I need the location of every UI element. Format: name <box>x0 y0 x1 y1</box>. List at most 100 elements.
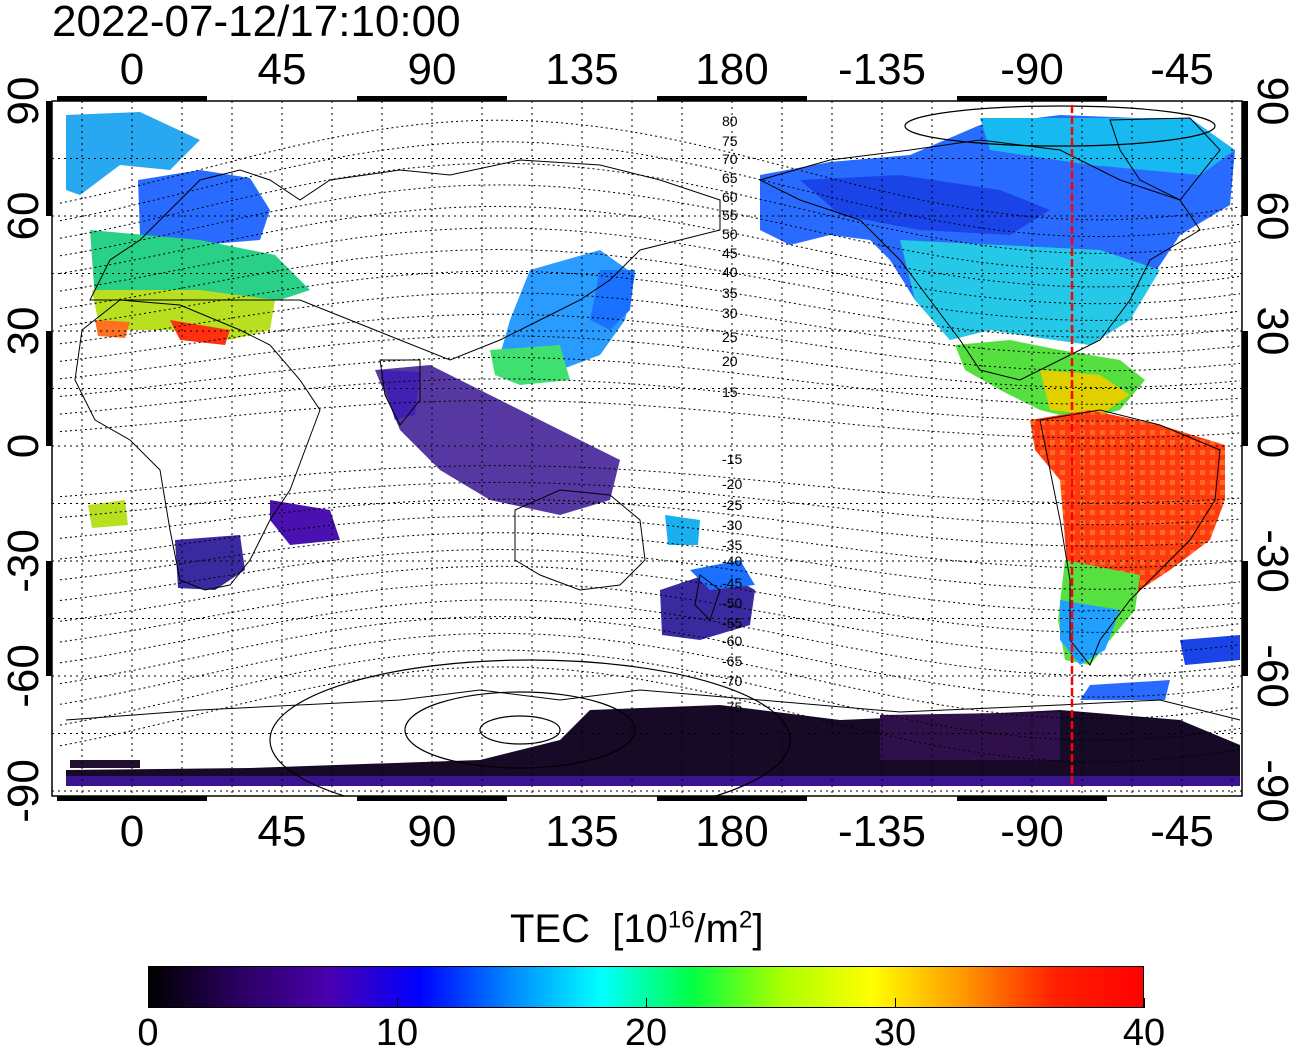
mlat-label: 80 <box>722 113 738 129</box>
mlat-label: 40 <box>722 264 738 280</box>
colorbar-unit-suffix: ] <box>752 907 764 951</box>
tec-patch-north-africa <box>95 320 130 338</box>
lon-tick-label-bottom: 90 <box>408 807 457 856</box>
colorbar-unit-exponent: 16 <box>667 906 695 934</box>
tec-patch-pacific-isles <box>665 515 700 545</box>
mlat-contour <box>59 632 1241 720</box>
frame-tick-bar-right <box>1242 331 1248 446</box>
lat-tick-label-right: -60 <box>1248 644 1294 708</box>
coast-india <box>379 359 421 426</box>
colorbar-unit-prefix: [10 <box>612 907 668 951</box>
lon-tick-label-top: 180 <box>695 45 768 94</box>
lat-tick-label-left: 60 <box>0 192 48 241</box>
frame-tick-bar-bottom <box>957 796 1107 801</box>
mlat-contour <box>59 378 1241 422</box>
lon-tick-label-bottom: 180 <box>695 807 768 856</box>
coastlines <box>65 117 1241 721</box>
magnetic-latitude-labels: 80 75 70 65 60 55 50 45 40 35 30 25 20 15 -15 -20 -25 -30… <box>722 113 742 715</box>
tec-map: 80 75 70 65 60 55 50 45 40 35 30 25 20 15 -15 -20 -25 -30… <box>0 45 1294 856</box>
mlat-label: 55 <box>722 207 738 223</box>
colorbar-tick <box>646 998 647 1008</box>
tec-patch-europe-arctic <box>66 112 200 195</box>
colorbar-tick <box>148 998 149 1008</box>
mlat-contour <box>59 582 1241 655</box>
mlat-contour <box>59 565 1241 633</box>
mlat-contour <box>59 162 1241 254</box>
lon-tick-label-bottom: -45 <box>1150 807 1214 856</box>
lat-tick-label-left: 0 <box>0 434 48 458</box>
tec-patch-se-asia <box>375 365 620 515</box>
map-grid <box>52 101 1242 796</box>
lat-tick-label-right: -90 <box>1248 759 1294 823</box>
colorbar-title-text: TEC <box>510 907 590 951</box>
mlat-label: 50 <box>722 226 738 242</box>
frame-tick-bar-top <box>957 96 1107 101</box>
lon-tick-label-bottom: 135 <box>545 807 618 856</box>
tec-patch-antarctica-east <box>880 712 1060 760</box>
colorbar-unit-exponent-2: 2 <box>738 906 753 934</box>
lat-tick-label-right: -30 <box>1248 529 1294 593</box>
lat-tick-label-left: -90 <box>0 759 48 823</box>
mlat-label: 30 <box>722 305 738 321</box>
mlat-contour <box>59 599 1241 677</box>
lon-tick-label-top: 90 <box>408 45 457 94</box>
lon-tick-label-top: 45 <box>258 45 307 94</box>
lon-tick-label-bottom: -90 <box>1000 807 1064 856</box>
tec-patch-southern-africa <box>175 535 245 590</box>
mlat-label: 75 <box>722 133 738 149</box>
coast-africa <box>74 299 321 591</box>
lat-tick-label-left: -60 <box>0 644 48 708</box>
map-timestamp: 2022-07-12/17:10:00 <box>52 0 461 46</box>
tec-patch-north-america-arctic <box>980 118 1235 175</box>
colorbar-tick <box>895 998 896 1008</box>
coast-australia <box>514 489 646 591</box>
frame-tick-bar-right <box>1242 101 1248 216</box>
tec-patch-west-africa <box>88 500 128 528</box>
mlat-contour <box>59 666 1241 763</box>
coast-greenland <box>1109 117 1221 201</box>
lat-tick-label-right: 60 <box>1248 192 1294 241</box>
colorbar-tick <box>1144 998 1145 1008</box>
mlat-contour <box>59 205 1241 288</box>
mlat-contour <box>59 227 1241 305</box>
lat-tick-label-left: -30 <box>0 529 48 593</box>
mlat-label: -60 <box>722 633 742 649</box>
lon-tick-label-top: -90 <box>1000 45 1064 94</box>
mlat-label: 35 <box>722 285 738 301</box>
frame-tick-bar-bottom <box>657 796 807 801</box>
tec-patch-south-pacific <box>1080 680 1170 700</box>
mlat-contour <box>59 649 1241 741</box>
coast-antarctica <box>65 689 1241 721</box>
tec-patch-north-america-mid <box>900 240 1160 345</box>
mlat-label: -65 <box>722 653 742 669</box>
mlat-contour <box>59 184 1241 271</box>
mlat-label: -40 <box>722 553 742 569</box>
mlat-label: 25 <box>722 329 738 345</box>
mlat-label: -15 <box>722 451 742 467</box>
lon-tick-label-bottom: -135 <box>838 807 926 856</box>
frame-tick-bar-top <box>57 96 207 101</box>
axis-tick-labels: 0045459090135135180180-135-135-90-90-45-… <box>0 45 1294 856</box>
mlat-label: -75 <box>722 699 742 715</box>
mlat-contour <box>59 481 1241 526</box>
mlat-label: 65 <box>722 170 738 186</box>
colorbar-tick <box>397 998 398 1008</box>
lat-tick-label-right: 0 <box>1248 434 1294 458</box>
mlat-label: 45 <box>722 245 738 261</box>
frame-tick-bar-left <box>46 331 52 446</box>
frame-tick-bar-bottom <box>357 796 507 801</box>
mlat-contour <box>59 616 1241 698</box>
frame-tick-bar-bottom <box>57 796 207 801</box>
mlat-label: 15 <box>722 384 738 400</box>
colorbar-tick-label: 10 <box>375 1012 419 1054</box>
mlat-contour <box>59 270 1241 338</box>
mlat-label: 20 <box>722 353 738 369</box>
tec-patch-canada-core <box>800 175 1050 235</box>
lon-tick-label-top: 135 <box>545 45 618 94</box>
frame-tick-bar-top <box>657 96 807 101</box>
mlat-label: 60 <box>722 189 738 205</box>
tec-patch-east-asia-south <box>490 345 570 385</box>
coast-north-america <box>758 139 1201 381</box>
coast-europe <box>89 159 721 361</box>
axis-tick-bars <box>46 96 1248 801</box>
